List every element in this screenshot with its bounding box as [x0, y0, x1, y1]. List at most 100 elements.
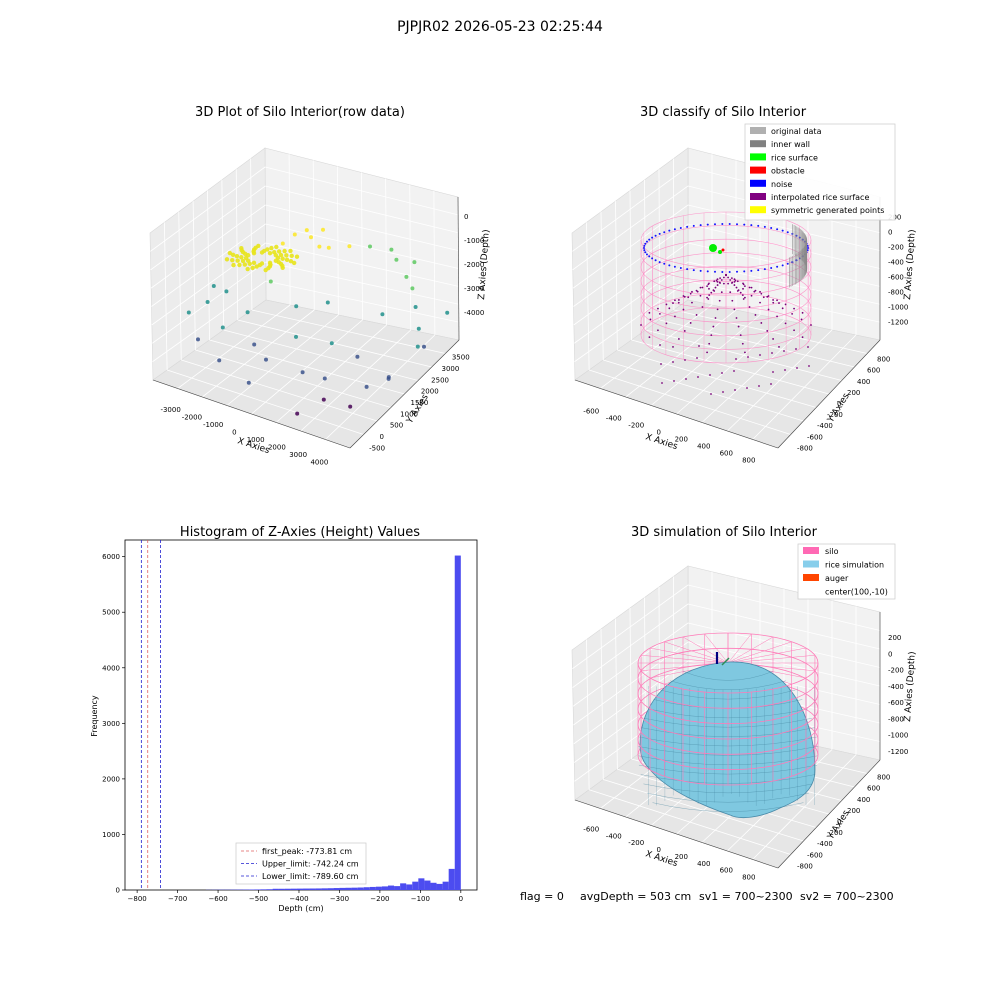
noise-point	[679, 226, 682, 229]
tick-label: 1000	[400, 410, 418, 418]
rice-surface-point	[718, 250, 722, 254]
grid-line	[572, 603, 689, 688]
interpolated-point	[742, 282, 744, 285]
interpolated-point	[725, 274, 727, 276]
interpolated-point	[720, 279, 723, 281]
tick-label: -600	[583, 408, 599, 416]
legend-swatch	[750, 193, 766, 200]
scatter-point	[250, 265, 255, 271]
grid-line	[265, 204, 459, 252]
noise-point	[645, 240, 648, 243]
legend-label: original data	[771, 127, 822, 136]
grid-line	[150, 166, 266, 252]
interpolated-point	[801, 311, 804, 314]
scatter-point	[389, 247, 394, 252]
scatter-point	[284, 253, 289, 258]
scatter-point	[231, 262, 236, 268]
grid-line	[361, 172, 363, 321]
histogram-bar	[412, 881, 419, 890]
noise-point	[644, 251, 647, 254]
interpolated-point	[772, 301, 775, 304]
tick-label: 3000	[442, 365, 460, 373]
panel-raw-data: 3D Plot of Silo Interior(row data) -3000…	[149, 105, 492, 467]
legend-label: silo	[825, 547, 839, 556]
footer-sv2: sv2 = 700~2300	[800, 890, 894, 903]
noise-point	[648, 255, 651, 258]
interpolated-point	[713, 280, 716, 283]
tick-label: -200	[628, 839, 644, 847]
histogram-bar	[430, 882, 437, 890]
noise-point	[645, 253, 648, 256]
interpolated-point	[710, 334, 713, 337]
interpolated-point	[733, 281, 736, 283]
grid-line	[275, 324, 387, 423]
tick-label: -1200	[888, 319, 908, 327]
scatter-point	[245, 266, 250, 272]
grid-line	[385, 178, 388, 326]
rice-surface-point	[709, 244, 717, 252]
tick-label: 0	[888, 229, 892, 237]
interpolated-point	[778, 302, 780, 304]
noise-point	[651, 257, 654, 260]
tick-label: -800	[797, 862, 813, 870]
histogram-yticks: 0 1000 2000 3000 4000 5000 6000	[102, 553, 125, 895]
tick-label: 800	[877, 356, 890, 364]
silo-lid-spoke	[650, 647, 729, 664]
tick-label: -400	[817, 840, 833, 848]
scatter-point	[242, 262, 248, 267]
interpolated-point	[708, 342, 711, 345]
legend-label: rice surface	[771, 153, 818, 162]
scatter-point	[295, 411, 300, 416]
legend-swatch	[803, 574, 819, 581]
panel2-silo-wireframe	[640, 211, 812, 364]
scatter-point	[415, 344, 420, 349]
interpolated-point	[731, 281, 734, 284]
scatter-point	[355, 354, 360, 359]
interpolated-point	[714, 286, 717, 289]
tick-label: 0	[380, 433, 384, 441]
scatter-point	[404, 274, 409, 279]
noise-point	[763, 268, 766, 271]
tick-label: 600	[867, 367, 880, 375]
grid-line	[572, 166, 689, 252]
legend-swatch	[750, 206, 766, 214]
interpolated-point	[708, 287, 710, 290]
interpolated-point	[754, 314, 757, 316]
noise-point	[644, 242, 647, 245]
silo-lid-spoke	[682, 636, 729, 664]
rice-mound	[639, 661, 816, 819]
scatter-point	[326, 245, 331, 250]
grid-line	[572, 622, 689, 707]
panel1-title: 3D Plot of Silo Interior(row data)	[195, 105, 405, 120]
scatter-point	[322, 376, 327, 381]
grid-line	[726, 329, 833, 432]
legend-label: symmetric generated points	[771, 206, 884, 215]
scatter-point	[280, 256, 285, 261]
interpolated-point	[801, 336, 804, 339]
scatter-point	[239, 246, 244, 251]
noise-point	[699, 269, 702, 272]
scatter-point	[380, 312, 385, 317]
histogram-bar	[248, 889, 255, 890]
legend-label: first_peak: -773.81 cm	[262, 847, 352, 856]
panel1-points	[186, 227, 450, 416]
grid-line	[209, 339, 405, 395]
scatter-point	[347, 244, 352, 249]
interpolated-point	[657, 329, 659, 332]
interpolated-point	[677, 338, 680, 340]
y-tick-label: 5000	[102, 609, 120, 617]
panel4-zlabel: Z Axies (Depth)	[903, 651, 918, 722]
histogram-bar	[309, 888, 316, 890]
legend-swatch	[750, 153, 766, 161]
interpolated-point	[709, 374, 711, 376]
tick-label: 200	[675, 436, 688, 444]
tick-label: -2000	[182, 413, 202, 421]
noise-point	[750, 269, 753, 272]
histogram-xlabel: Depth (cm)	[278, 904, 323, 913]
tick-label: -1000	[203, 421, 223, 429]
noise-point	[692, 224, 695, 227]
tick-label: -800	[888, 289, 904, 297]
scatter-point	[234, 253, 240, 259]
interpolated-point	[737, 289, 740, 292]
